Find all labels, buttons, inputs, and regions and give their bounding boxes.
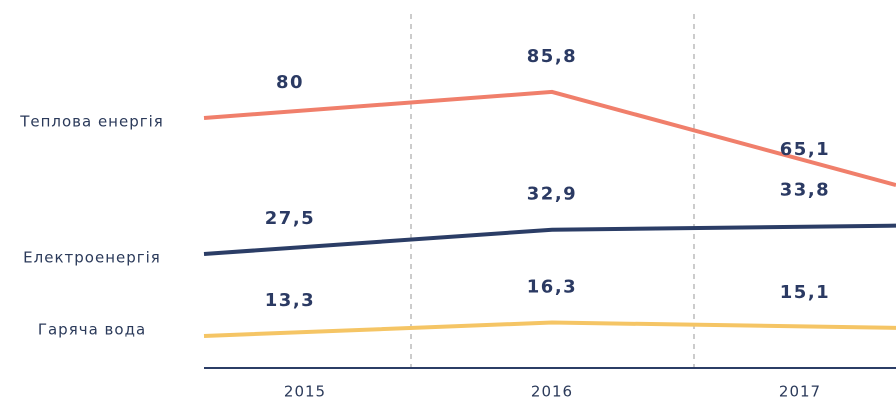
- value-label: 15,1: [780, 282, 830, 303]
- value-label: 65,1: [780, 139, 830, 160]
- x-tick-label: 2017: [779, 383, 821, 401]
- value-label: 32,9: [527, 184, 577, 205]
- value-label: 13,3: [265, 290, 315, 311]
- series-line: [203, 320, 896, 338]
- series-name: Електроенергія: [23, 249, 161, 267]
- series-name: Гаряча вода: [38, 321, 146, 339]
- x-tick-label: 2016: [531, 383, 573, 401]
- value-label: 33,8: [780, 180, 830, 201]
- value-label: 27,5: [265, 208, 315, 229]
- value-label: 16,3: [527, 277, 577, 298]
- value-label: 80: [276, 72, 304, 93]
- x-tick-label: 2015: [284, 383, 326, 401]
- value-label: 85,8: [527, 46, 577, 67]
- series-line: [203, 223, 896, 256]
- series-name: Теплова енергія: [19, 113, 164, 131]
- series-line: [203, 89, 896, 187]
